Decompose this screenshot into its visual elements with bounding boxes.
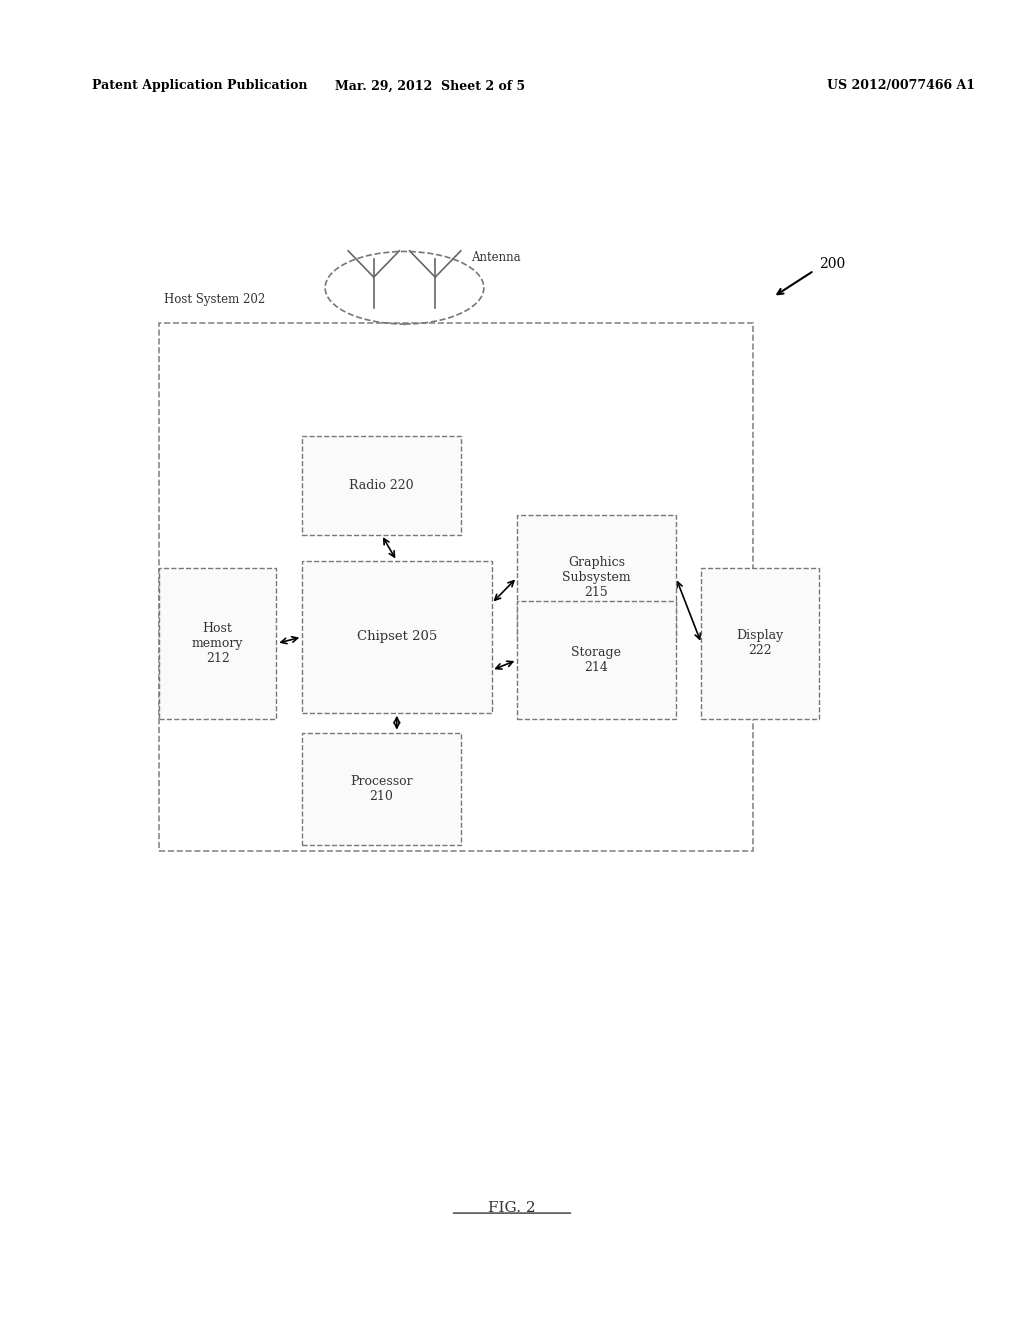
- Text: Antenna: Antenna: [471, 251, 520, 264]
- Text: Storage
214: Storage 214: [571, 645, 622, 675]
- Text: Graphics
Subsystem
215: Graphics Subsystem 215: [562, 556, 631, 599]
- Text: US 2012/0077466 A1: US 2012/0077466 A1: [827, 79, 975, 92]
- FancyBboxPatch shape: [517, 515, 676, 640]
- Text: Mar. 29, 2012  Sheet 2 of 5: Mar. 29, 2012 Sheet 2 of 5: [335, 79, 525, 92]
- FancyBboxPatch shape: [302, 436, 461, 535]
- Text: Host
memory
212: Host memory 212: [191, 622, 244, 665]
- Text: Chipset 205: Chipset 205: [356, 631, 437, 643]
- Text: Radio 220: Radio 220: [349, 479, 414, 491]
- FancyBboxPatch shape: [302, 561, 492, 713]
- Text: Patent Application Publication: Patent Application Publication: [92, 79, 307, 92]
- FancyBboxPatch shape: [159, 568, 276, 719]
- Text: Processor
210: Processor 210: [350, 775, 413, 803]
- Text: 200: 200: [819, 257, 846, 271]
- Text: FIG. 2: FIG. 2: [488, 1201, 536, 1214]
- Text: Host System 202: Host System 202: [164, 293, 265, 306]
- Text: Display
222: Display 222: [736, 630, 784, 657]
- FancyBboxPatch shape: [302, 733, 461, 845]
- FancyBboxPatch shape: [701, 568, 819, 719]
- FancyBboxPatch shape: [517, 601, 676, 719]
